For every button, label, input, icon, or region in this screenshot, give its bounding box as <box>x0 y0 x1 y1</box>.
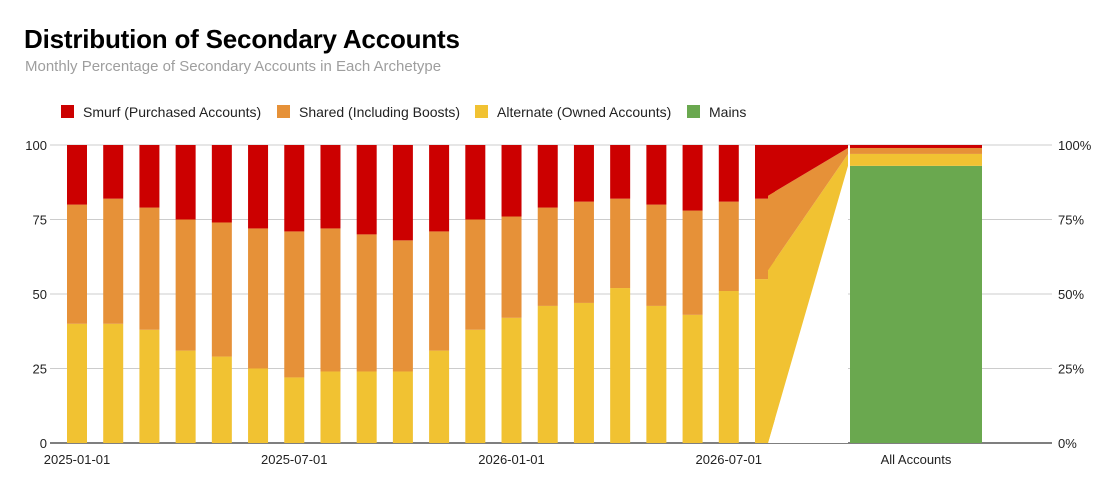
y-tick-label-left: 50 <box>33 287 47 302</box>
bar-segment <box>320 371 341 443</box>
bar-segment <box>320 145 341 229</box>
legend-swatch <box>61 105 74 118</box>
bar-segment <box>175 219 196 351</box>
y-tick-label-right: 100% <box>1058 138 1092 153</box>
bar-segment <box>248 368 269 443</box>
bar-segment <box>175 350 196 443</box>
total-bar-mains <box>850 165 982 444</box>
bar-segment <box>392 371 413 443</box>
x-tick-label: 2025-01-01 <box>44 452 111 467</box>
bar-segment <box>465 219 486 330</box>
bar-segment <box>646 305 667 443</box>
chart-subtitle: Monthly Percentage of Secondary Accounts… <box>25 58 442 75</box>
y-tick-label-right: 75% <box>1058 213 1084 228</box>
y-tick-label-left: 25 <box>33 362 47 377</box>
bar-segment <box>573 302 594 443</box>
bar-segment <box>248 228 269 369</box>
bar-segment <box>211 356 232 443</box>
area-segment <box>768 153 848 443</box>
bar-segment <box>103 323 124 443</box>
bar-segment <box>718 145 739 202</box>
bar-segment <box>429 145 450 232</box>
y-tick-label-right: 0% <box>1058 436 1077 451</box>
bar-segment <box>501 317 522 443</box>
bar-segment <box>356 145 377 235</box>
x-tick-label: 2026-07-01 <box>696 452 763 467</box>
y-tick-label-left: 75 <box>33 213 47 228</box>
bar-segment <box>610 145 631 199</box>
bar-segment <box>537 305 558 443</box>
total-bar-alternate <box>850 153 982 166</box>
bar-segment <box>573 201 594 303</box>
area-segment <box>768 147 848 271</box>
bar-segment <box>682 314 703 443</box>
x-tick-label: 2026-01-01 <box>478 452 545 467</box>
bar-segment <box>501 145 522 217</box>
chart-marks <box>67 145 982 444</box>
bar-segment <box>139 145 160 208</box>
bar-segment <box>67 204 87 324</box>
legend-label: Smurf (Purchased Accounts) <box>83 104 261 120</box>
legend-label: Mains <box>709 104 746 120</box>
total-bar-smurf <box>850 145 982 148</box>
total-bar-shared <box>850 147 982 154</box>
legend-label: Alternate (Owned Accounts) <box>497 104 671 120</box>
x-tick-label: 2025-07-01 <box>261 452 328 467</box>
bar-segment <box>248 145 269 229</box>
legend-swatch <box>277 105 290 118</box>
y-tick-label-right: 25% <box>1058 362 1084 377</box>
bar-segment <box>610 288 631 443</box>
legend-swatch <box>687 105 700 118</box>
bar-segment <box>537 207 558 306</box>
bar-segment <box>537 145 558 208</box>
legend-label: Shared (Including Boosts) <box>299 104 460 120</box>
x-tick-label-total: All Accounts <box>881 452 952 467</box>
bar-segment <box>646 145 667 205</box>
bar-segment <box>682 210 703 315</box>
bar-segment <box>429 350 450 443</box>
bar-segment <box>465 329 486 443</box>
chart-title: Distribution of Secondary Accounts <box>24 24 460 54</box>
bar-segment <box>356 371 377 443</box>
bar-segment <box>284 145 305 232</box>
bar-segment <box>103 145 124 199</box>
y-tick-label-left: 0 <box>40 436 47 451</box>
bar-segment <box>682 145 703 211</box>
bar-segment <box>139 207 160 330</box>
bar-segment <box>139 329 160 443</box>
bar-segment <box>67 323 87 443</box>
y-tick-label-left: 100 <box>25 138 47 153</box>
area-segment <box>768 145 848 196</box>
bar-segment <box>320 228 341 372</box>
bar-segment <box>356 234 377 372</box>
bar-segment <box>392 240 413 372</box>
bar-segment <box>501 216 522 318</box>
bar-segment <box>103 198 124 324</box>
bar-segment <box>67 145 87 205</box>
legend-swatch <box>475 105 488 118</box>
y-tick-label-right: 50% <box>1058 287 1084 302</box>
bar-segment <box>429 231 450 351</box>
bar-segment <box>211 145 232 223</box>
bar-segment <box>284 377 305 443</box>
bar-segment <box>646 204 667 306</box>
bar-segment <box>465 145 486 220</box>
bar-segment <box>610 198 631 289</box>
bar-segment <box>211 222 232 357</box>
axes: 0 0% 25 25% 50 50% 75 75% 100 100% 2025-01-01 2025-… <box>25 138 1091 467</box>
bar-segment <box>284 231 305 378</box>
bar-segment <box>175 145 196 220</box>
bar-segment <box>718 291 739 443</box>
bar-segment <box>392 145 413 241</box>
legend: Smurf (Purchased Accounts) Shared (Includ… <box>61 104 746 120</box>
bar-segment <box>718 201 739 292</box>
bar-segment <box>573 145 594 202</box>
